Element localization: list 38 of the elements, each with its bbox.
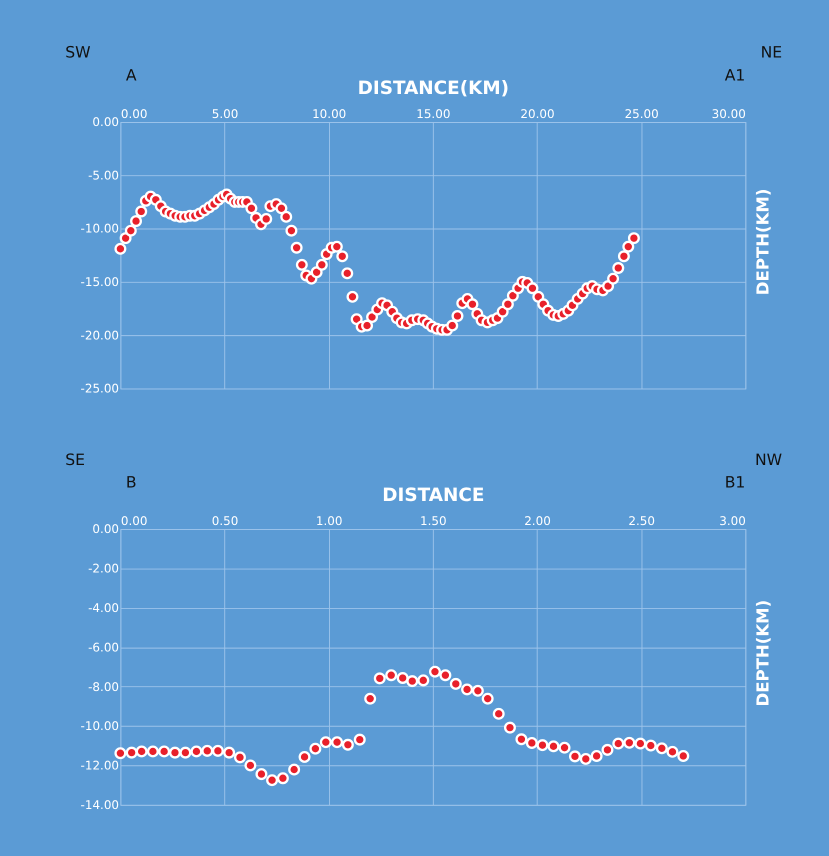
- x-tick-label: 0.00: [120, 514, 148, 528]
- x-tick-label: 30.00: [712, 106, 746, 121]
- x-tick-label: 20.00: [520, 106, 555, 121]
- y-tick-label: -14.00: [80, 798, 120, 812]
- text: SW: [65, 44, 91, 62]
- y-tick-label: -25.00: [80, 382, 120, 396]
- x-tick-label: 15.00: [416, 106, 450, 121]
- x-tick-label: 0.50: [212, 514, 238, 528]
- y-tick-label: -2.00: [88, 562, 120, 576]
- y-tick-label: -20.00: [80, 328, 120, 342]
- y-tick-label: -10.00: [80, 719, 120, 734]
- x-axis-title: DISTANCE(KM): [358, 78, 510, 99]
- x-tick-label: 1.00: [316, 514, 342, 528]
- y-tick-label: -15.00: [80, 275, 120, 290]
- y-tick-label: -12.00: [80, 758, 120, 773]
- y-tick-label: -5.00: [88, 168, 120, 182]
- x-tick-label: 25.00: [624, 106, 659, 121]
- x-tick-label: 5.00: [212, 106, 238, 121]
- y-tick-label: -6.00: [88, 640, 120, 654]
- text: A: [126, 66, 137, 85]
- text: A1: [724, 66, 746, 85]
- y-tick-label: -10.00: [80, 222, 120, 236]
- text: SE: [65, 450, 86, 469]
- x-tick-label: 10.00: [312, 106, 346, 121]
- x-axis-title: DISTANCE: [382, 485, 484, 506]
- text: B: [126, 474, 137, 492]
- y-axis-title: DEPTH(KM): [753, 600, 772, 706]
- text: NW: [755, 450, 782, 469]
- text: NE: [760, 44, 782, 62]
- y-tick-label: -8.00: [88, 680, 120, 694]
- y-tick-label: -4.00: [88, 601, 120, 616]
- text: B1: [724, 474, 746, 492]
- x-tick-label: 3.00: [719, 514, 746, 528]
- x-tick-label: 2.00: [524, 514, 551, 528]
- x-tick-label: 2.50: [628, 514, 655, 528]
- x-tick-label: 1.50: [420, 514, 447, 528]
- x-tick-label: 0.00: [120, 106, 148, 121]
- y-axis-title: DEPTH(KM): [753, 188, 772, 296]
